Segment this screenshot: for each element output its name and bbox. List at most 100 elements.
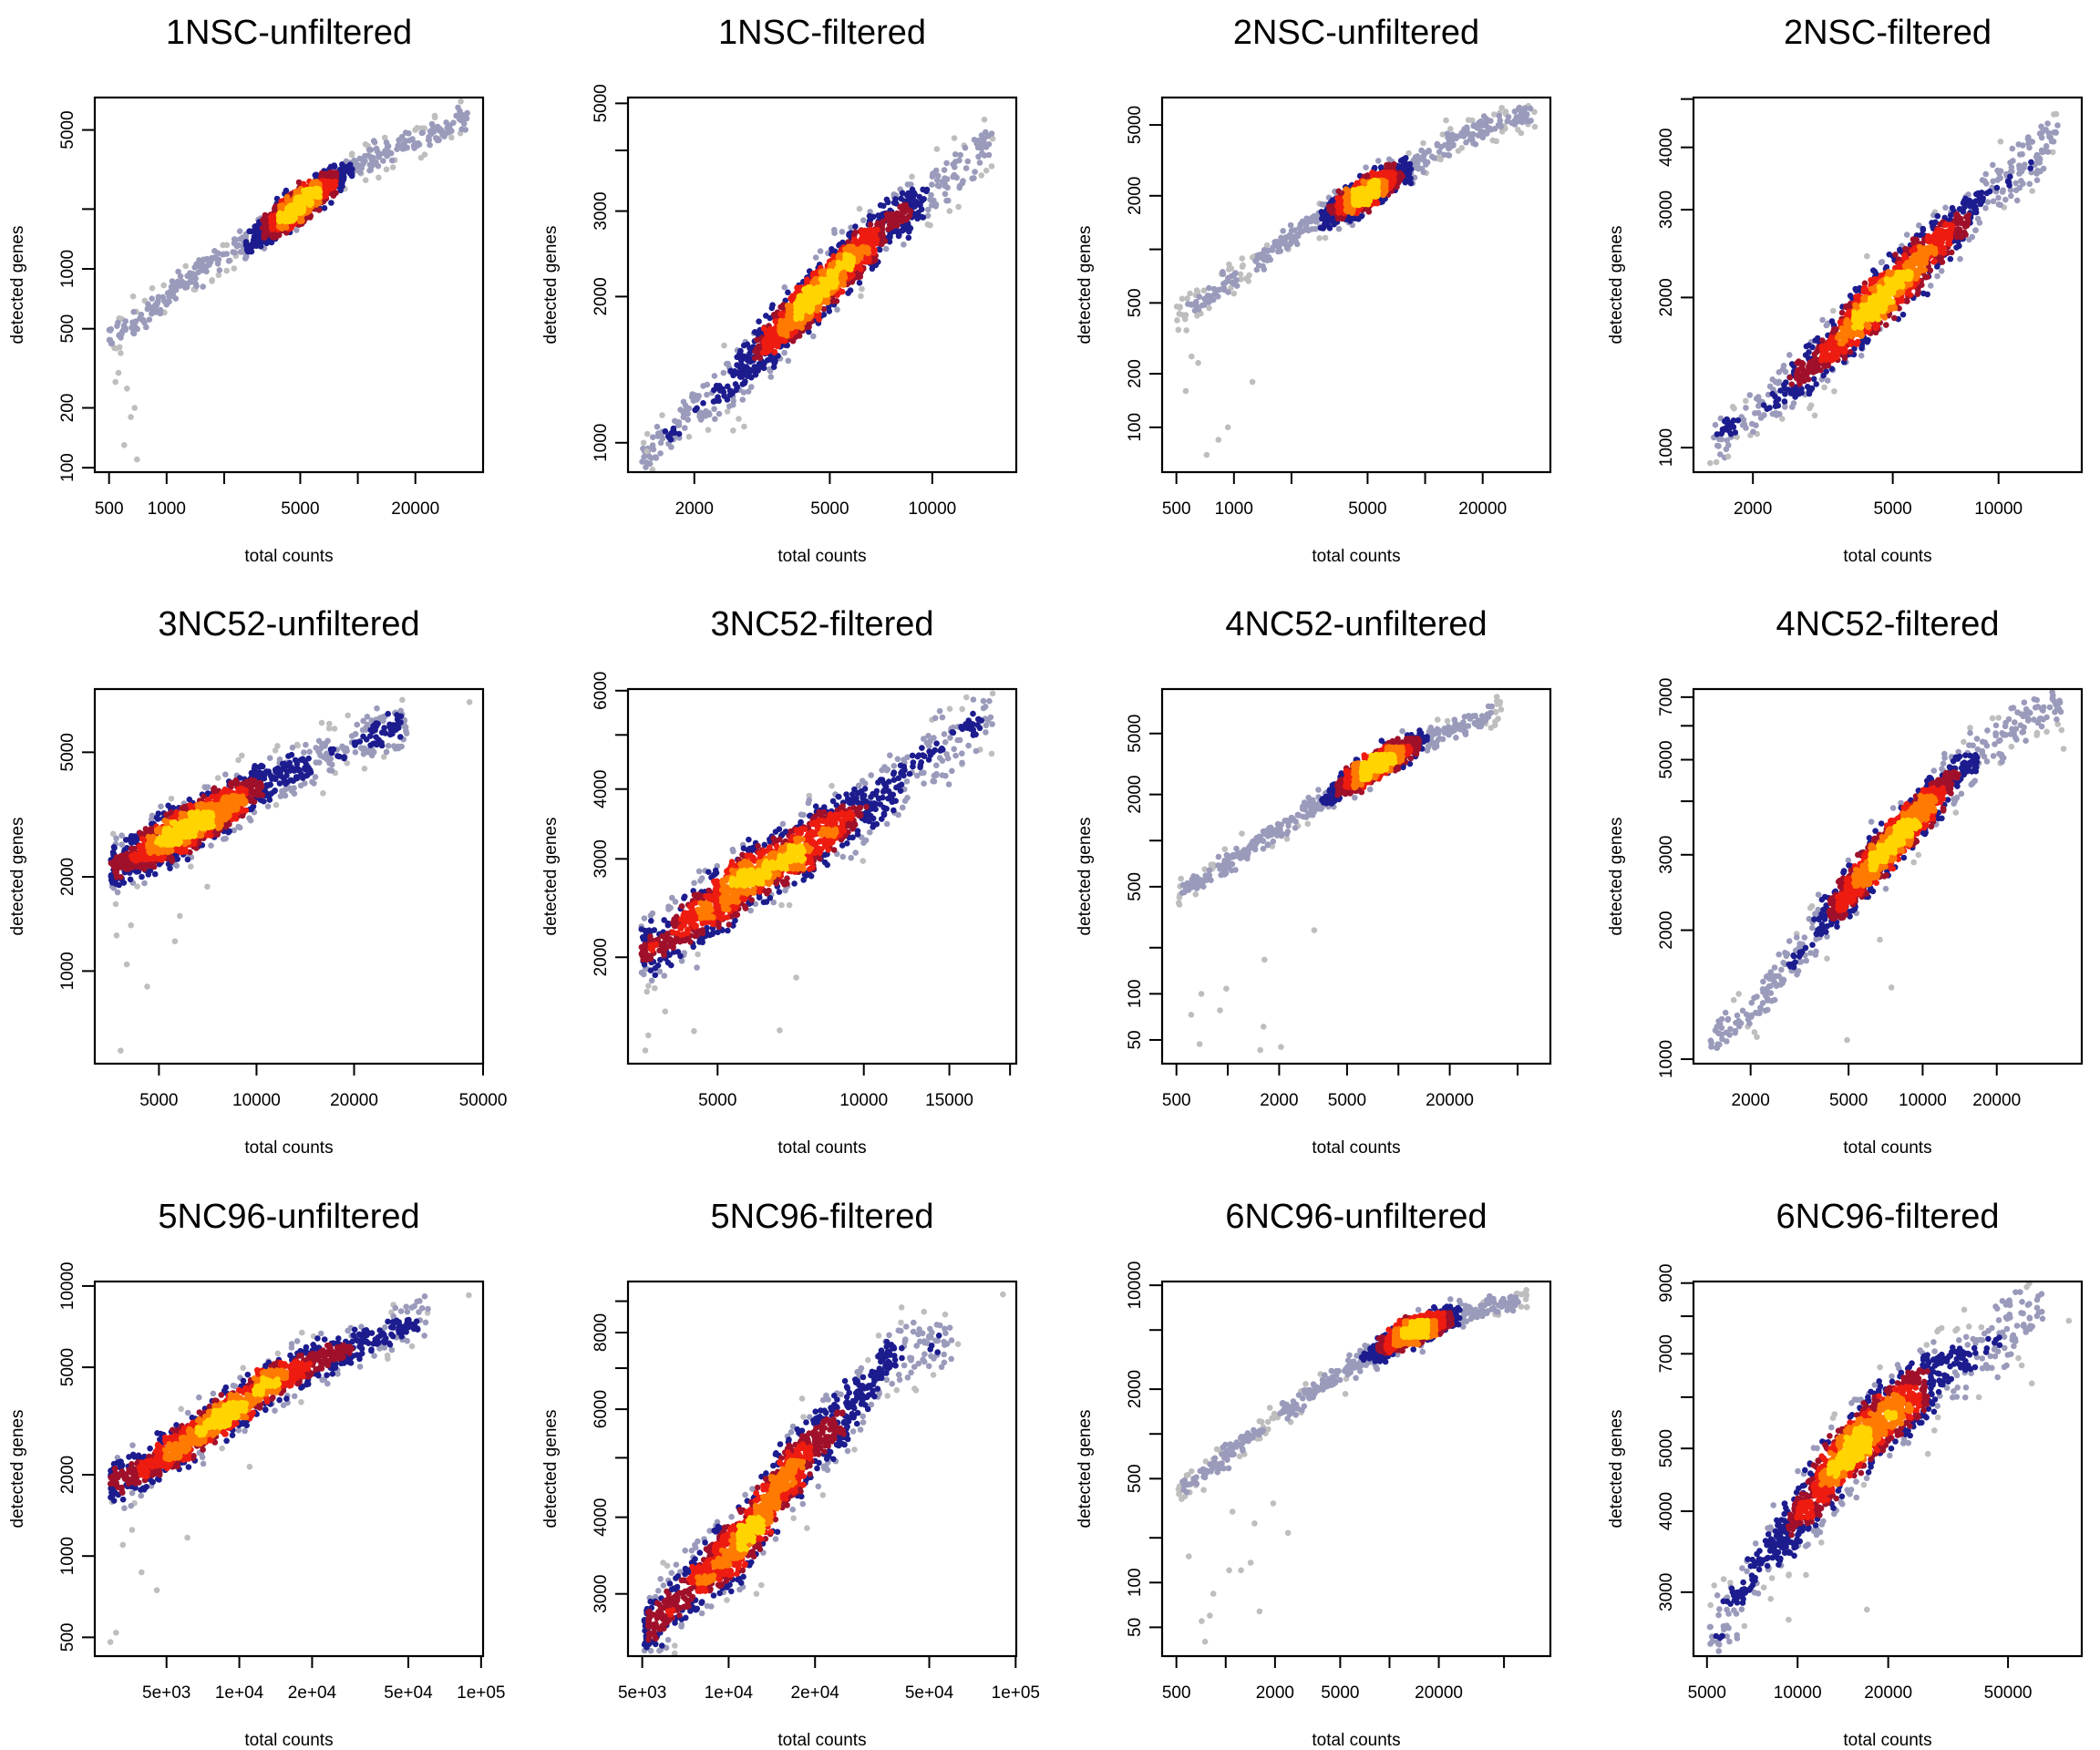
data-point <box>1811 412 1818 419</box>
data-point <box>932 167 940 174</box>
data-point <box>907 225 914 232</box>
data-point <box>160 282 167 289</box>
data-point <box>1725 427 1733 434</box>
y-tick-label: 500 <box>1126 289 1145 318</box>
data-point <box>431 114 438 121</box>
data-point <box>781 283 788 291</box>
data-point <box>675 419 683 426</box>
data-point <box>1299 228 1306 234</box>
data-point <box>2002 196 2009 203</box>
panel-title: 2NSC-filtered <box>1784 14 1992 52</box>
data-point <box>1781 398 1788 405</box>
data-point <box>1225 289 1231 295</box>
data-point <box>348 171 355 178</box>
y-tick-label: 5000 <box>1126 106 1145 144</box>
data-point <box>2022 161 2028 168</box>
data-point <box>861 227 868 234</box>
data-point <box>242 255 249 262</box>
data-point <box>231 265 238 272</box>
data-point <box>852 223 859 230</box>
plot-frame <box>1160 96 1552 474</box>
data-point <box>741 423 747 430</box>
data-point <box>112 378 118 386</box>
data-point <box>177 273 184 280</box>
data-point <box>810 333 817 340</box>
x-tick-label: 20000 <box>391 499 439 519</box>
data-point <box>1497 117 1504 124</box>
data-point <box>711 373 718 379</box>
data-point <box>1960 209 1967 215</box>
data-point <box>174 278 181 285</box>
data-point <box>831 230 838 236</box>
data-point <box>931 197 937 204</box>
data-point <box>2013 197 2021 204</box>
data-point <box>1982 170 1989 178</box>
data-point <box>370 138 377 144</box>
x-axis-label: total counts <box>1312 547 1400 566</box>
data-point <box>1206 284 1212 292</box>
data-point <box>332 170 338 177</box>
y-axis-label: detected genes <box>8 226 27 345</box>
data-point <box>703 413 709 419</box>
data-point <box>1990 161 1996 169</box>
data-point <box>189 274 196 282</box>
x-tick-label: 500 <box>95 499 124 519</box>
data-point <box>775 338 781 345</box>
data-point <box>1521 106 1528 113</box>
data-point <box>1983 190 1991 197</box>
data-point <box>1740 417 1747 423</box>
data-point <box>1789 404 1796 410</box>
data-point <box>789 337 797 345</box>
data-point <box>1748 420 1755 427</box>
data-point <box>943 160 950 167</box>
x-axis-label: total counts <box>777 547 866 566</box>
data-point <box>1224 424 1231 431</box>
data-point <box>172 286 180 293</box>
data-point <box>331 163 338 170</box>
data-point <box>1389 171 1395 178</box>
data-point <box>945 197 952 204</box>
x-axis-label: total counts <box>244 547 333 566</box>
data-point <box>1443 117 1449 124</box>
data-point <box>328 200 335 206</box>
data-point <box>751 355 758 362</box>
data-point <box>1714 431 1721 438</box>
data-point <box>1831 388 1838 395</box>
data-point <box>1971 203 1978 211</box>
data-point <box>723 360 730 367</box>
data-point <box>149 308 156 315</box>
data-point <box>899 190 906 197</box>
data-point <box>1993 184 2001 191</box>
data-point <box>724 408 731 415</box>
data-point <box>200 283 206 290</box>
data-point <box>1420 139 1426 147</box>
data-point <box>1819 316 1826 324</box>
data-point <box>2019 150 2025 158</box>
data-point <box>1786 352 1793 358</box>
data-point <box>1498 105 1505 111</box>
data-point <box>1397 158 1405 164</box>
data-point <box>1210 296 1217 304</box>
data-point <box>448 128 455 135</box>
data-point <box>389 164 396 170</box>
data-point <box>781 349 788 356</box>
data-point <box>978 172 985 179</box>
data-point <box>412 140 419 147</box>
data-point <box>1969 233 1976 241</box>
data-point <box>1957 255 1963 262</box>
data-point <box>880 218 886 225</box>
y-tick-label: 3000 <box>592 191 611 230</box>
data-point <box>714 396 721 404</box>
data-point <box>806 295 813 303</box>
data-point <box>788 295 794 302</box>
data-point <box>1498 123 1504 130</box>
data-point <box>383 139 390 146</box>
data-point <box>1755 403 1762 409</box>
data-point <box>270 217 276 223</box>
data-point <box>969 175 975 182</box>
data-point <box>1750 428 1756 436</box>
data-point <box>1243 275 1250 282</box>
data-point <box>215 272 222 279</box>
y-tick-label: 1000 <box>592 424 611 462</box>
data-point <box>1769 390 1776 397</box>
